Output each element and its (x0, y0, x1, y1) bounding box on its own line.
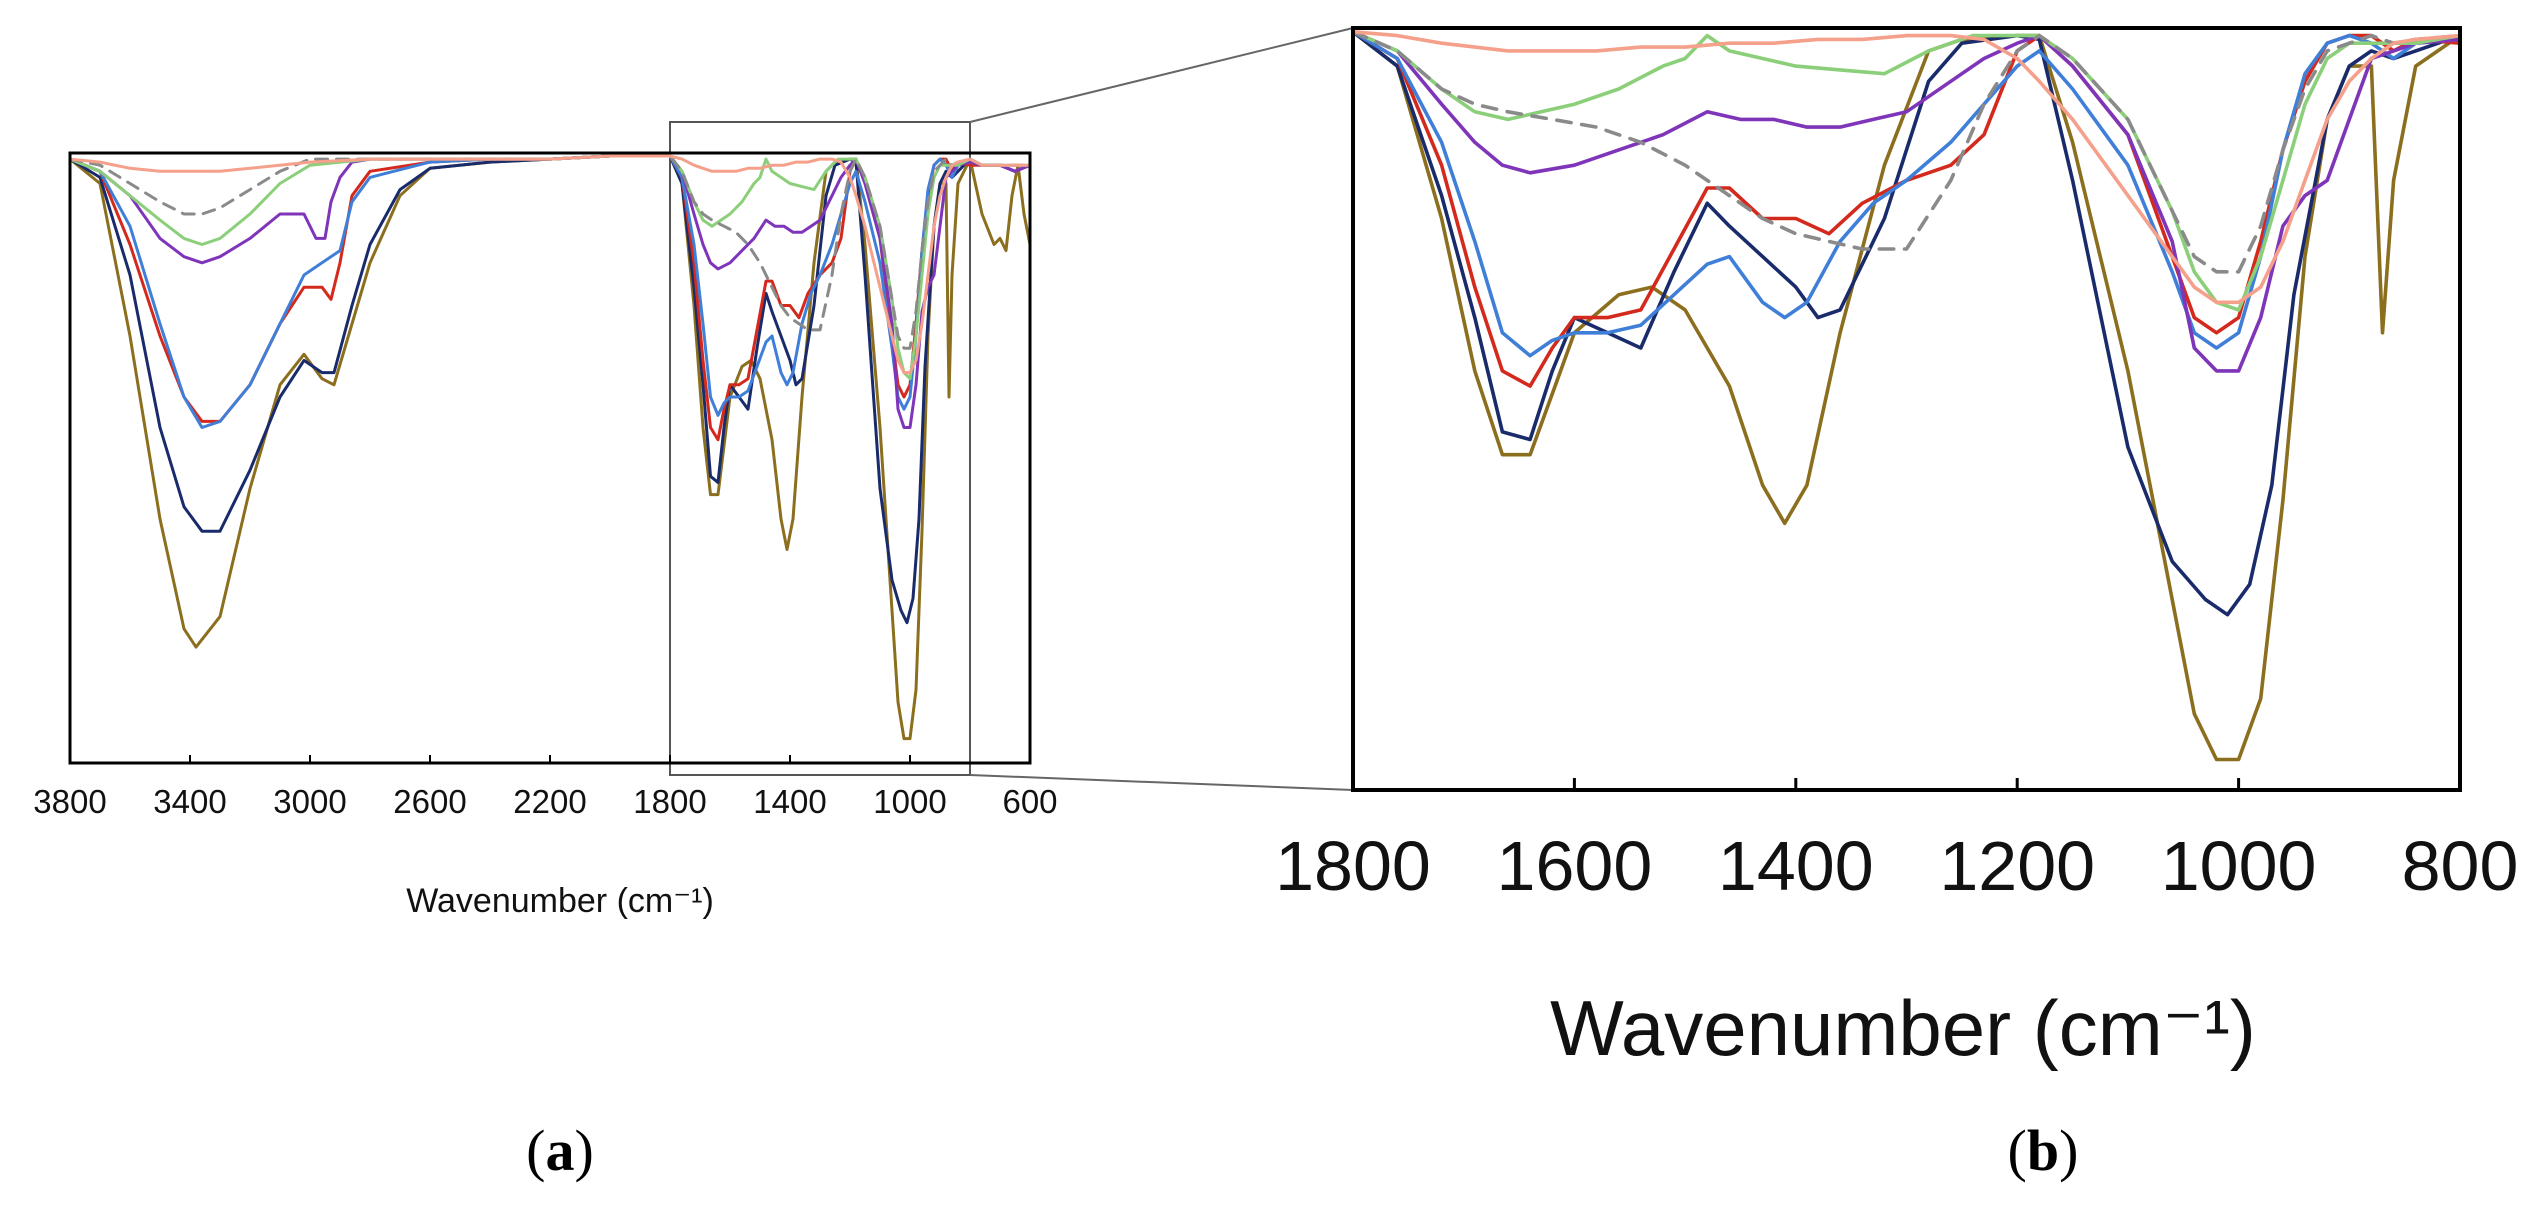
series-line-green (1353, 30, 2460, 312)
x-tick-label: 1200 (1939, 827, 2095, 905)
x-tick-label: 800 (2402, 827, 2519, 905)
x-tick-label: 2200 (513, 783, 586, 820)
x-tick-label: 1000 (873, 783, 946, 820)
panel-b-frame (1351, 26, 2462, 792)
x-tick-label: 3800 (33, 783, 106, 820)
series-line-gray-dashed (1353, 30, 2460, 274)
x-tick-label: 600 (1002, 783, 1057, 820)
series-line-navy (1353, 30, 2460, 617)
series-line-olive (70, 154, 1030, 741)
series-line-salmon (1353, 30, 2460, 305)
series-line-purple (70, 154, 1030, 429)
x-tick-label: 2600 (393, 783, 466, 820)
x-tick-label: 1800 (633, 783, 706, 820)
zoom-connector-top (969, 27, 1354, 123)
series-line-olive (1353, 30, 2460, 762)
zoom-connector-lines (669, 27, 1354, 791)
x-tick-label: 1400 (753, 783, 826, 820)
panel-b-x-axis-title: Wavenumber (cm⁻¹) (1550, 984, 2256, 1072)
series-line-blue (1353, 30, 2460, 358)
panel-b-series (1353, 30, 2460, 762)
x-tick-label: 3000 (273, 783, 346, 820)
panel-a-label-letter: a (546, 1118, 575, 1183)
panel-a-x-axis-title: Wavenumber (cm⁻¹) (406, 882, 714, 920)
panel-b-x-ticks: 1800 1600 1400 1200 1000 800 (1275, 778, 2518, 905)
panel-b: 1800 1600 1400 1200 1000 800 Wavenumber (cm⁻¹… (1275, 26, 2518, 1072)
panel-b-label: (b) (2008, 1118, 2079, 1183)
x-tick-label: 1600 (1497, 827, 1653, 905)
panel-a-series (70, 154, 1030, 741)
zoom-region-box (669, 121, 971, 776)
x-tick-label: 1400 (1718, 827, 1874, 905)
panel-b-label-letter: b (2027, 1118, 2059, 1183)
series-line-gray-dashed (70, 154, 1030, 350)
panel-a-frame (68, 151, 1032, 765)
x-tick-label: 1800 (1275, 827, 1431, 905)
x-tick-label: 1000 (2161, 827, 2317, 905)
panel-a-label: (a) (526, 1118, 594, 1183)
series-line-salmon (70, 154, 1030, 375)
series-line-navy (70, 154, 1030, 625)
x-tick-label: 3400 (153, 783, 226, 820)
zoom-connector-bottom (969, 774, 1354, 791)
series-line-blue (70, 154, 1030, 429)
panel-a-x-ticks: 3800 3400 3000 2600 2200 1800 1400 1000 600 (33, 755, 1058, 820)
series-line-green (70, 154, 1030, 381)
panel-a: 3800 3400 3000 2600 2200 1800 1400 1000 600 Wave… (33, 151, 1058, 920)
